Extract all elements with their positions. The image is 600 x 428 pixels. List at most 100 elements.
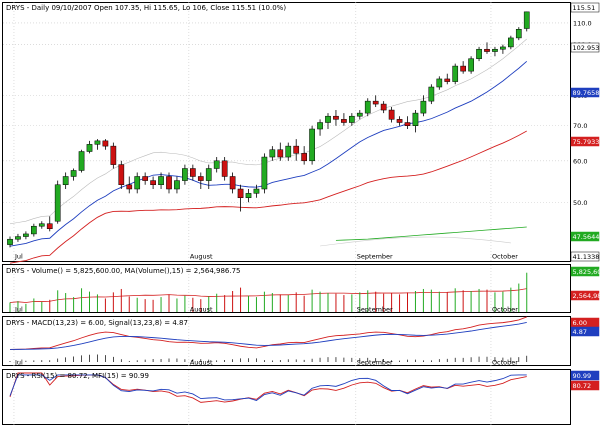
x-axis-label: October <box>492 253 518 261</box>
value-tag <box>570 231 600 242</box>
value-tag <box>570 251 600 262</box>
chart-title: DRYS - Daily 09/10/2007 Open 107.35, Hi … <box>6 4 286 12</box>
x-axis-label: August <box>190 359 213 367</box>
y-tick-label: 50.0 <box>573 199 587 207</box>
candle <box>7 238 13 245</box>
x-axis-label: August <box>190 306 213 314</box>
candle <box>46 223 53 230</box>
candle <box>182 168 188 181</box>
value-tag-text: 75.7933 <box>573 138 600 146</box>
value-tag-text: 4.87 <box>573 328 587 336</box>
candle <box>301 153 307 162</box>
candle <box>388 109 395 120</box>
y-tick-label: 60.0 <box>573 157 587 165</box>
candle <box>190 168 196 177</box>
candle <box>444 78 451 82</box>
candle <box>436 78 443 88</box>
value-tag-text: 115.51 <box>573 4 596 12</box>
value-tag <box>570 87 600 98</box>
candle <box>38 223 45 227</box>
mfi-line <box>9 374 527 402</box>
candle <box>54 184 61 222</box>
rsi-panel <box>2 369 571 425</box>
candle <box>277 149 284 158</box>
candle <box>508 37 514 48</box>
candle <box>452 65 459 82</box>
relative-strength-line <box>335 226 527 241</box>
candle <box>15 236 21 240</box>
candle <box>341 119 347 123</box>
value-tag-text: 5,825,600 <box>573 268 600 276</box>
candle <box>269 149 276 158</box>
x-axis-label: September <box>357 306 393 314</box>
candle <box>515 29 522 39</box>
value-tag <box>570 370 600 381</box>
candle <box>150 180 156 186</box>
value-tag-text: 89.7658 <box>573 89 600 97</box>
x-axis-label: October <box>492 359 518 367</box>
candle <box>158 176 164 186</box>
ma-upper-line <box>9 38 527 225</box>
value-tag <box>570 290 600 301</box>
value-tag <box>570 136 600 147</box>
value-tag <box>570 2 600 13</box>
candle <box>94 140 101 145</box>
candle <box>205 168 212 181</box>
candle <box>460 65 466 72</box>
candle <box>221 160 228 177</box>
volume-ma-line <box>9 288 527 303</box>
candle <box>110 145 117 165</box>
candle <box>62 176 69 186</box>
y-tick-label: 110.0 <box>573 19 592 27</box>
x-axis-label: September <box>357 359 393 367</box>
candle <box>245 193 252 199</box>
value-tag <box>570 42 600 53</box>
candle <box>309 128 315 162</box>
value-tag <box>570 326 600 337</box>
candle <box>253 188 260 194</box>
candle <box>317 122 323 130</box>
candle <box>364 100 371 114</box>
candle <box>356 112 363 117</box>
x-axis-label: Jul <box>14 253 23 261</box>
value-tag-text: 90.99 <box>573 372 592 380</box>
candle <box>261 156 268 190</box>
ma-fast-line <box>9 60 528 247</box>
price-panel <box>2 2 571 262</box>
candle <box>70 170 77 177</box>
x-axis-label: September <box>357 253 393 261</box>
value-tag-text: 80.72 <box>573 382 592 390</box>
value-tag-text: 2,564,987 <box>573 292 600 300</box>
candle <box>78 151 85 171</box>
volume-bars <box>9 272 528 312</box>
value-tag <box>570 380 600 391</box>
candle <box>166 176 172 190</box>
candle <box>31 225 37 235</box>
candle <box>23 233 29 237</box>
candle <box>349 115 355 123</box>
x-axis-label: Jul <box>14 306 23 314</box>
candle <box>174 180 180 190</box>
candle <box>523 11 530 29</box>
candle <box>428 86 435 102</box>
candle <box>118 164 125 186</box>
candle <box>333 115 339 120</box>
candle <box>404 122 411 126</box>
macd-label: DRYS - MACD(13,23) = 6.00, Signal(13,23,… <box>6 319 188 327</box>
candle <box>476 48 482 59</box>
candle <box>126 184 133 190</box>
signal-line <box>9 322 527 350</box>
candle <box>492 48 498 52</box>
candle <box>420 100 427 114</box>
candle <box>412 112 419 126</box>
y-tick-label: 70.0 <box>573 122 587 130</box>
rsi-label: DRYS - RSI(15) = 80.72, MFI(15) = 90.99 <box>6 372 149 380</box>
candle <box>142 176 149 181</box>
value-tags: 115.51 102.953 89.7658 75.7933 47.5644 41.133… <box>570 2 600 391</box>
value-tag-text: 41.1338 <box>573 253 600 261</box>
candle <box>372 100 379 105</box>
candle <box>213 160 220 169</box>
secondary-line <box>320 236 511 247</box>
candle <box>102 140 109 147</box>
